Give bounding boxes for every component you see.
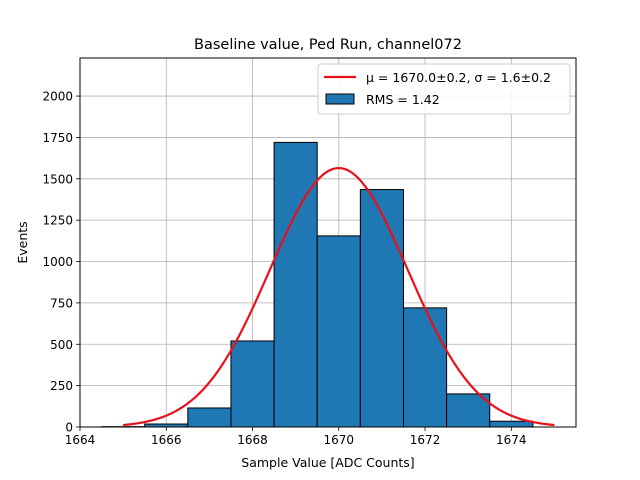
- histogram-bar: [359, 189, 404, 428]
- x-tick-label: 1666: [151, 433, 182, 447]
- y-tick-label: 1750: [42, 131, 73, 145]
- histogram-bar: [230, 340, 275, 428]
- histogram-bar: [489, 420, 534, 428]
- histogram-bar: [273, 141, 318, 428]
- legend-fit-label: μ = 1670.0±0.2, σ = 1.6±0.2: [366, 70, 551, 85]
- y-tick-label: 1500: [42, 172, 73, 186]
- x-tick-label: 1668: [237, 433, 268, 447]
- y-tick-label: 750: [50, 296, 73, 310]
- legend-box: [317, 63, 571, 115]
- x-axis-ticks: 1664 1666 1668 1670 1672 1674: [65, 427, 527, 447]
- fit-curve: [123, 166, 555, 427]
- y-axis-label: Events: [15, 221, 30, 263]
- y-axis-ticks: 0 250 500 750 1000 1250 1500 1750 2000: [42, 90, 80, 435]
- y-tick-label: 0: [65, 421, 73, 435]
- gaussian-fit: [123, 166, 555, 427]
- x-tick-label: 1664: [65, 433, 96, 447]
- x-axis-label: Sample Value [ADC Counts]: [241, 455, 414, 470]
- histogram-bars: [101, 141, 534, 428]
- histogram-bar: [446, 393, 491, 428]
- y-tick-label: 1250: [42, 214, 73, 228]
- legend: μ = 1670.0±0.2, σ = 1.6±0.2 RMS = 1.42: [317, 63, 571, 115]
- legend-rms-label: RMS = 1.42: [366, 92, 440, 107]
- legend-rms-swatch: [325, 93, 355, 105]
- histogram-bar: [187, 407, 232, 428]
- histogram-bar: [316, 235, 361, 428]
- y-tick-label: 500: [50, 338, 73, 352]
- x-tick-label: 1670: [324, 433, 355, 447]
- y-tick-label: 250: [50, 379, 73, 393]
- histogram-bar: [402, 307, 448, 428]
- chart-title: Baseline value, Ped Run, channel072: [194, 37, 462, 53]
- x-tick-label: 1674: [496, 433, 527, 447]
- plot-frame: [79, 57, 577, 428]
- x-tick-label: 1672: [410, 433, 441, 447]
- y-tick-label: 1000: [42, 255, 73, 269]
- y-tick-label: 2000: [42, 90, 73, 104]
